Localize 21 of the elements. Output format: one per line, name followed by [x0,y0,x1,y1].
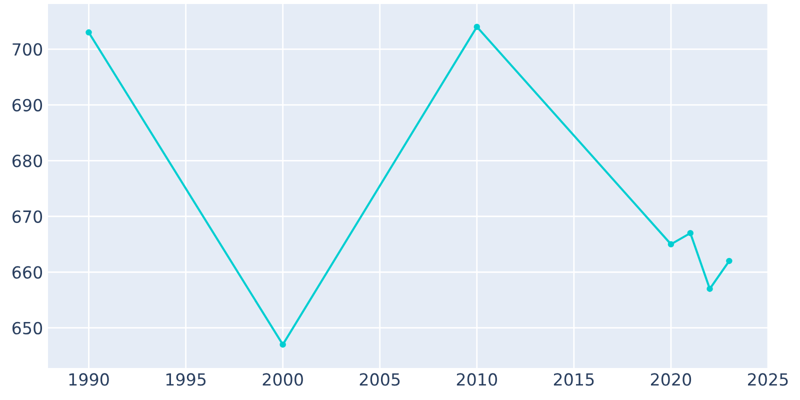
point [687,230,694,236]
x-tick-label: 2005 [360,373,400,386]
x-tick-label: 1995 [166,373,206,386]
x-tick-label: 2015 [554,373,594,386]
x-tick-label: 2010 [456,373,497,386]
x-tick-label: 2025 [748,373,788,386]
point [668,241,674,248]
point [706,286,713,292]
x-tick-label: 2000 [262,373,303,386]
point [726,258,732,264]
point [474,24,480,30]
y-tick-label: 650 [12,322,42,334]
x-tick-label: 2020 [650,373,692,386]
x-tick-label: 1990 [69,373,109,386]
y-tick-label: 700 [12,43,42,56]
point [280,341,286,348]
point [86,29,92,36]
y-tick-label: 670 [12,210,42,223]
y-tick-label: 690 [12,98,42,112]
y-tick-label: 660 [12,266,42,279]
y-tick-label: 680 [12,154,42,168]
